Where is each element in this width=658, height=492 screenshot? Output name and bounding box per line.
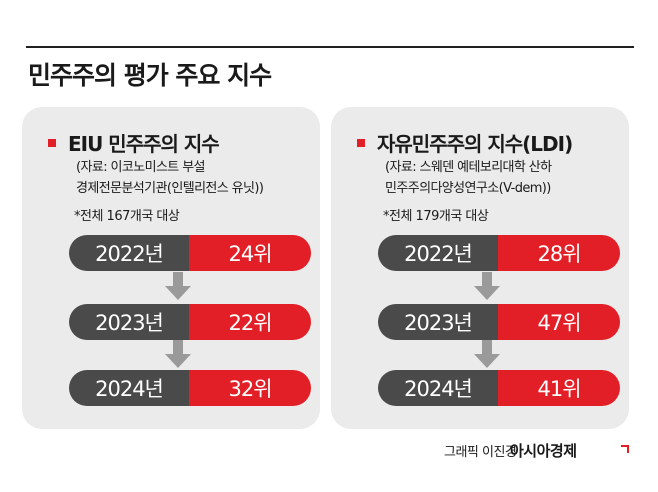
top-divider [26, 46, 634, 48]
ranking-row: 2023년 47위 [378, 304, 620, 340]
ranking-row: 2023년 22위 [69, 304, 311, 340]
rank-label: 32위 [189, 370, 311, 406]
bullet-square-icon [48, 138, 56, 147]
panel-header: EIU 민주주의 지수 [48, 128, 220, 157]
rank-label: 24위 [189, 235, 311, 271]
source-line: (자료: 이코노미스트 부설 [76, 160, 206, 175]
source-line: 경제전문분석기관(인텔리전스 유닛)) [76, 181, 264, 196]
rank-label: 22위 [189, 304, 311, 340]
down-arrow-icon [165, 272, 191, 300]
rank-label: 47위 [498, 304, 620, 340]
year-label: 2023년 [378, 304, 498, 340]
brand-mark-icon [621, 445, 629, 453]
down-arrow-icon [474, 272, 500, 300]
down-arrow-icon [165, 340, 191, 368]
ranking-row: 2022년 28위 [378, 235, 620, 271]
year-label: 2022년 [69, 235, 189, 271]
ranking-row: 2022년 24위 [69, 235, 311, 271]
rank-label: 28위 [498, 235, 620, 271]
count-note: *전체 167개국 대상 [74, 209, 180, 224]
panel-eiu: EIU 민주주의 지수 (자료: 이코노미스트 부설 경제전문분석기관(인텔리전… [22, 107, 320, 429]
panel-title: 자유민주주의 지수(LDI) [377, 132, 573, 156]
page-title: 민주주의 평가 주요 지수 [28, 61, 272, 90]
ranking-row: 2024년 32위 [69, 370, 311, 406]
panel-title: EIU 민주주의 지수 [68, 132, 220, 156]
ranking-row: 2024년 41위 [378, 370, 620, 406]
year-label: 2022년 [378, 235, 498, 271]
panel-ldi: 자유민주주의 지수(LDI) (자료: 스웨덴 예테보리대학 산하 민주주의다양… [331, 107, 629, 429]
bullet-square-icon [357, 138, 365, 147]
graphic-credit: 그래픽 이진경 [444, 445, 517, 460]
source-line: 민주주의다양성연구소(V-dem)) [385, 181, 551, 196]
panel-header: 자유민주주의 지수(LDI) [357, 128, 573, 157]
source-note: (자료: 스웨덴 예테보리대학 산하 민주주의다양성연구소(V-dem)) [385, 157, 552, 199]
source-line: (자료: 스웨덴 예테보리대학 산하 [385, 160, 552, 175]
year-label: 2024년 [378, 370, 498, 406]
year-label: 2023년 [69, 304, 189, 340]
year-label: 2024년 [69, 370, 189, 406]
rank-label: 41위 [498, 370, 620, 406]
count-note: *전체 179개국 대상 [383, 209, 489, 224]
down-arrow-icon [474, 340, 500, 368]
brand-logo-text: 아시아경제 [510, 442, 577, 460]
source-note: (자료: 이코노미스트 부설 경제전문분석기관(인텔리전스 유닛)) [76, 157, 264, 199]
